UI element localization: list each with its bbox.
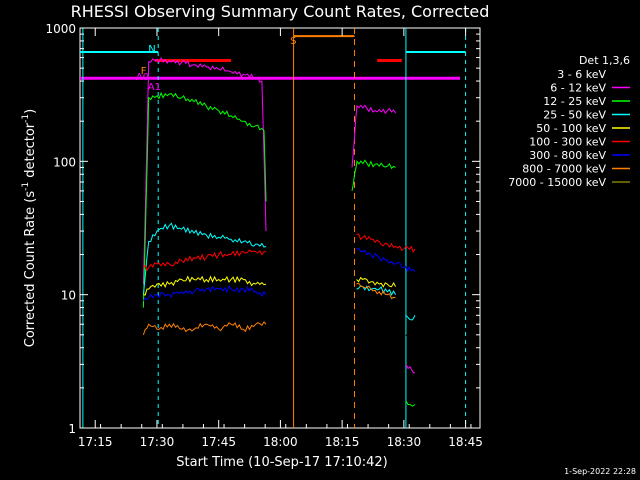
x-tick-label: 18:45 xyxy=(448,435,483,449)
legend-title: Det 1,3,6 xyxy=(579,54,630,67)
series-segment xyxy=(405,400,416,407)
legend-label: 3 - 6 keV xyxy=(557,68,606,81)
y-axis-label-sup-2: -1 xyxy=(21,114,31,123)
y-tick-label: 100 xyxy=(53,155,76,169)
series-segment xyxy=(356,233,416,254)
legend-label: 300 - 800 keV xyxy=(529,149,606,162)
y-axis-label: Corrected Count Rate (s-1 detector-1) xyxy=(21,109,38,347)
series-6-12-kev xyxy=(142,56,415,374)
plot-frame xyxy=(79,27,481,429)
y-axis-label-sup-1: -1 xyxy=(21,182,31,191)
series-800-7000-kev xyxy=(142,282,396,335)
x-tick-label: 17:30 xyxy=(140,435,175,449)
x-axis-label: Start Time (10-Sep-17 17:10:42) xyxy=(176,455,387,470)
series-segment xyxy=(142,222,267,295)
series-segment xyxy=(142,321,267,335)
series-layer xyxy=(142,56,416,407)
series-segment xyxy=(356,282,396,300)
axis-ticks: 17:15 17:30 17:45 18:00 18:15 18:30 18:45 1 10 10… xyxy=(45,22,482,449)
y-axis-label-mid: detector xyxy=(23,122,38,182)
y-tick-label: 1000 xyxy=(45,22,76,36)
legend-label: 800 - 7000 keV xyxy=(522,163,606,176)
legend-label: 6 - 12 keV xyxy=(550,82,606,95)
marker-label-n: N xyxy=(148,44,155,55)
series-segment xyxy=(142,91,267,308)
legend-label: 50 - 100 keV xyxy=(536,122,606,135)
series-300-800-kev xyxy=(142,247,416,302)
series-segment xyxy=(143,275,267,296)
series-segment xyxy=(405,334,416,346)
legend-label: 12 - 25 keV xyxy=(543,95,606,108)
timestamp: 1-Sep-2022 22:28 xyxy=(564,467,636,476)
x-tick-label: 17:15 xyxy=(78,435,113,449)
chart-title: RHESSI Observing Summary Count Rates, Co… xyxy=(71,2,490,21)
series-50-100-kev xyxy=(143,275,397,296)
legend-label: 25 - 50 keV xyxy=(543,109,606,122)
x-tick-label: 17:45 xyxy=(201,435,236,449)
series-segment xyxy=(351,104,397,168)
marker-label-s: S xyxy=(290,36,296,47)
y-axis-label-main: Corrected Count Rate (s xyxy=(23,191,38,348)
legend-label: 7000 - 15000 keV xyxy=(508,176,606,189)
series-100-300-kev xyxy=(143,233,416,272)
series-segment xyxy=(143,249,267,272)
series-segment xyxy=(142,56,267,285)
series-segment xyxy=(142,285,267,302)
series-25-50-kev xyxy=(142,222,416,321)
y-tick-label: 1 xyxy=(68,422,76,436)
y-axis-label-end: ) xyxy=(23,109,38,114)
series-segment xyxy=(351,159,396,191)
marker-label-a0: A0 xyxy=(136,72,149,83)
series-segment xyxy=(405,314,416,321)
series-segment xyxy=(356,247,416,273)
plot-border xyxy=(79,27,481,429)
y-tick-label: 10 xyxy=(61,289,76,303)
marker-label-a1: A1 xyxy=(148,82,161,93)
series-segment xyxy=(356,276,397,288)
legend-label: 100 - 300 keV xyxy=(529,136,606,149)
series-12-25-kev xyxy=(142,91,416,407)
x-tick-label: 18:00 xyxy=(263,435,298,449)
series-segment xyxy=(142,207,267,295)
x-tick-label: 18:15 xyxy=(325,435,360,449)
x-tick-label: 18:30 xyxy=(387,435,422,449)
marker-label-f: F xyxy=(141,66,147,77)
series-segment xyxy=(405,364,415,374)
